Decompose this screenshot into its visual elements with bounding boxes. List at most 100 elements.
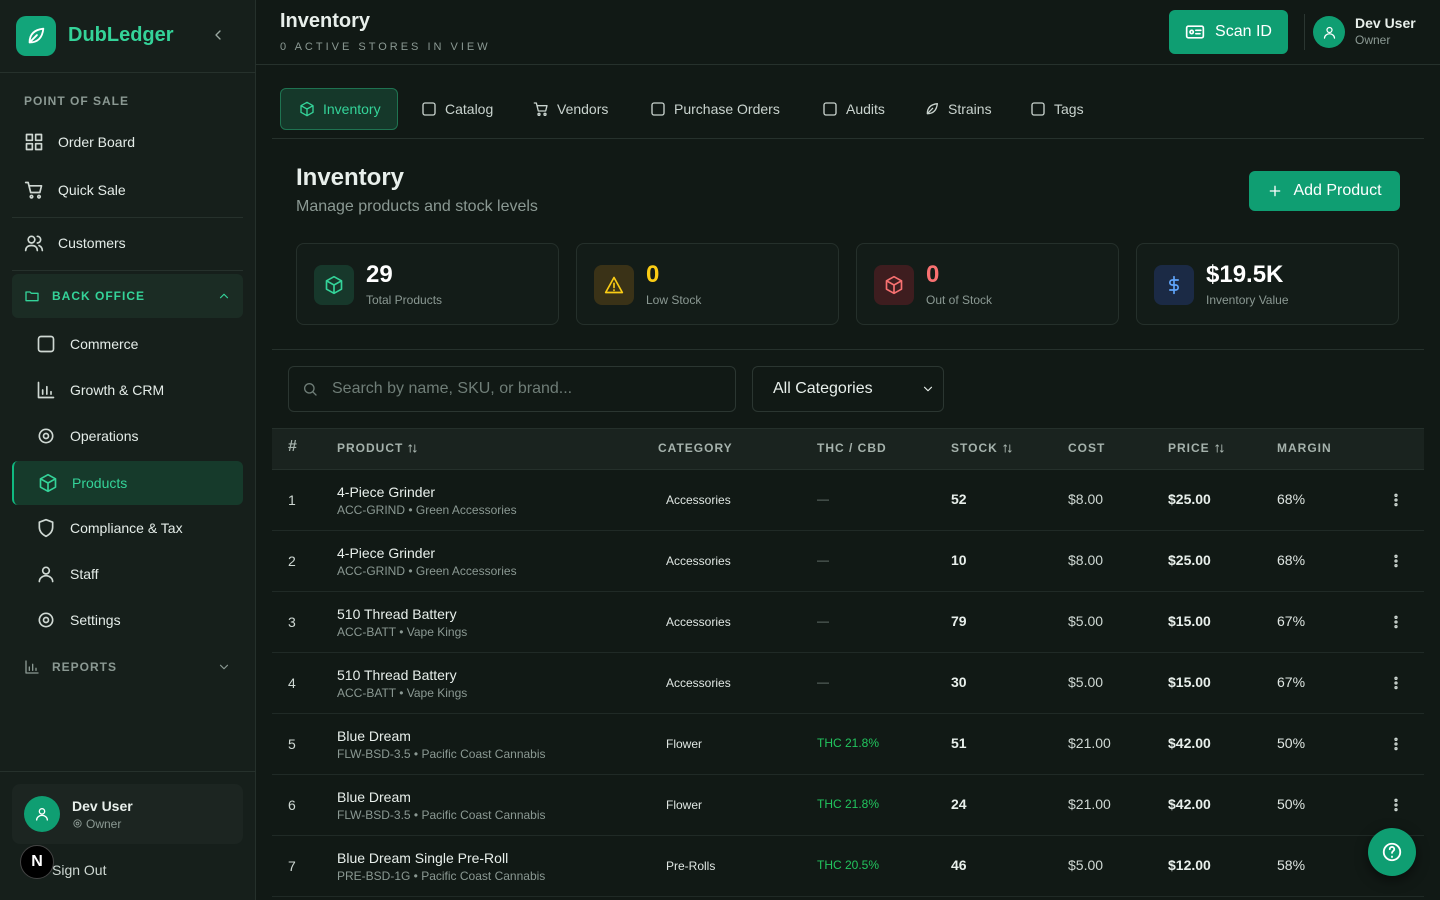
stock: 10	[951, 552, 967, 568]
thc-cbd: THC 21.8%	[817, 797, 880, 811]
brand-name: DubLedger	[68, 24, 174, 46]
divider	[272, 349, 1424, 350]
user-avatar[interactable]	[1313, 16, 1345, 48]
nav-item[interactable]: Operations	[36, 426, 138, 446]
stat-card: 0 Low Stock	[576, 243, 839, 325]
column-header: THC / CBD	[817, 441, 887, 455]
stock: 52	[951, 491, 967, 507]
nav-item[interactable]: Growth & CRM	[36, 380, 164, 400]
add-product-button[interactable]: Add Product	[1249, 171, 1400, 211]
button-label: Add Product	[1293, 182, 1382, 199]
nav-item[interactable]: Staff	[36, 564, 99, 584]
table-row	[272, 714, 1424, 775]
margin: 68%	[1277, 491, 1306, 507]
collapse-button[interactable]	[210, 27, 226, 43]
nav-label: Commerce	[70, 336, 139, 352]
stock: 79	[951, 613, 967, 629]
nav-item[interactable]: Compliance & Tax	[36, 518, 183, 538]
role-icon	[72, 818, 83, 829]
column-label: PRICE	[1168, 441, 1210, 455]
stat-label: Total Products	[366, 293, 443, 307]
thc-cbd: THC 21.8%	[817, 736, 880, 750]
section-subtitle: Manage products and stock levels	[296, 198, 538, 215]
product-sku: ACC-GRIND • Green Accessories	[337, 564, 517, 578]
column-header[interactable]: PRICE	[1168, 441, 1225, 455]
column-label: COST	[1068, 441, 1106, 455]
back-office-group[interactable]: BACK OFFICE	[12, 274, 243, 318]
tab[interactable]: Audits	[822, 88, 885, 130]
nav-item[interactable]: Customers	[24, 233, 126, 253]
tab-icon	[299, 101, 315, 117]
price: $25.00	[1168, 552, 1211, 568]
row-menu[interactable]	[1388, 736, 1404, 752]
nav-icon	[36, 380, 56, 400]
tab[interactable]: Vendors	[533, 88, 608, 130]
tab-active[interactable]: Inventory	[280, 88, 398, 130]
tab[interactable]: Catalog	[421, 88, 493, 130]
margin: 50%	[1277, 796, 1306, 812]
scan-id-button[interactable]: Scan ID	[1169, 10, 1288, 54]
category: Accessories	[666, 493, 731, 507]
sign-out[interactable]: Sign Out	[52, 862, 107, 878]
product-name: 510 Thread Battery	[337, 606, 457, 622]
stock: 46	[951, 857, 967, 873]
user-avatar	[24, 796, 60, 832]
margin: 58%	[1277, 857, 1306, 873]
row-menu[interactable]	[1388, 492, 1404, 508]
header-separator	[1304, 14, 1305, 50]
row-menu[interactable]	[1388, 675, 1404, 691]
row-number: 4	[288, 675, 296, 691]
tab[interactable]: Purchase Orders	[650, 88, 780, 130]
row-number: 6	[288, 797, 296, 813]
help-button[interactable]	[1368, 828, 1416, 876]
nav-item[interactable]: Settings	[36, 610, 121, 630]
tab-icon	[533, 101, 549, 117]
tab-label: Audits	[846, 101, 885, 117]
nav-icon	[36, 426, 56, 446]
nav-item[interactable]: Order Board	[24, 132, 135, 152]
nav-item[interactable]: Commerce	[36, 334, 138, 354]
nav-item[interactable]: Quick Sale	[24, 180, 126, 200]
row-menu[interactable]	[1388, 797, 1404, 813]
cost: $21.00	[1068, 735, 1111, 751]
column-header[interactable]: PRODUCT	[337, 441, 418, 455]
category-select[interactable]: All Categories	[752, 366, 944, 412]
thc-cbd: THC 20.5%	[817, 858, 880, 872]
reports-group[interactable]: REPORTS	[24, 659, 231, 675]
divider	[0, 72, 256, 73]
column-header: #	[288, 438, 298, 456]
stat-icon	[1154, 265, 1194, 305]
button-label: Scan ID	[1215, 23, 1272, 40]
nav-label: Products	[72, 475, 128, 491]
price: $42.00	[1168, 735, 1211, 751]
stat-value: 29	[366, 261, 393, 288]
tab[interactable]: Tags	[1030, 88, 1084, 130]
table-header	[272, 428, 1424, 470]
group-icon	[24, 288, 40, 304]
column-header: COST	[1068, 441, 1105, 455]
select-value: All Categories	[773, 380, 873, 397]
user-role: Owner	[1355, 33, 1391, 47]
cost: $8.00	[1068, 552, 1104, 568]
group-chevron	[217, 289, 231, 303]
nav-icon	[24, 180, 44, 200]
search-input[interactable]: Search by name, SKU, or brand...	[288, 366, 736, 412]
stat-icon	[874, 265, 914, 305]
tab-icon	[650, 101, 666, 117]
tab-label: Inventory	[323, 101, 381, 117]
search-icon	[302, 381, 318, 397]
tab[interactable]: Strains	[924, 88, 992, 130]
cost: $5.00	[1068, 674, 1104, 690]
cost: $21.00	[1068, 796, 1111, 812]
stat-card: $19.5K Inventory Value	[1136, 243, 1399, 325]
product-name: Blue Dream Single Pre-Roll	[337, 850, 509, 866]
nav-item-active[interactable]: Products	[12, 461, 243, 505]
column-label: #	[288, 438, 298, 455]
row-menu[interactable]	[1388, 553, 1404, 569]
column-header[interactable]: STOCK	[951, 441, 1013, 455]
table-row	[272, 775, 1424, 836]
brand-logo	[16, 16, 56, 56]
divider	[12, 217, 243, 218]
nav-label: Order Board	[58, 134, 136, 150]
row-menu[interactable]	[1388, 614, 1404, 630]
